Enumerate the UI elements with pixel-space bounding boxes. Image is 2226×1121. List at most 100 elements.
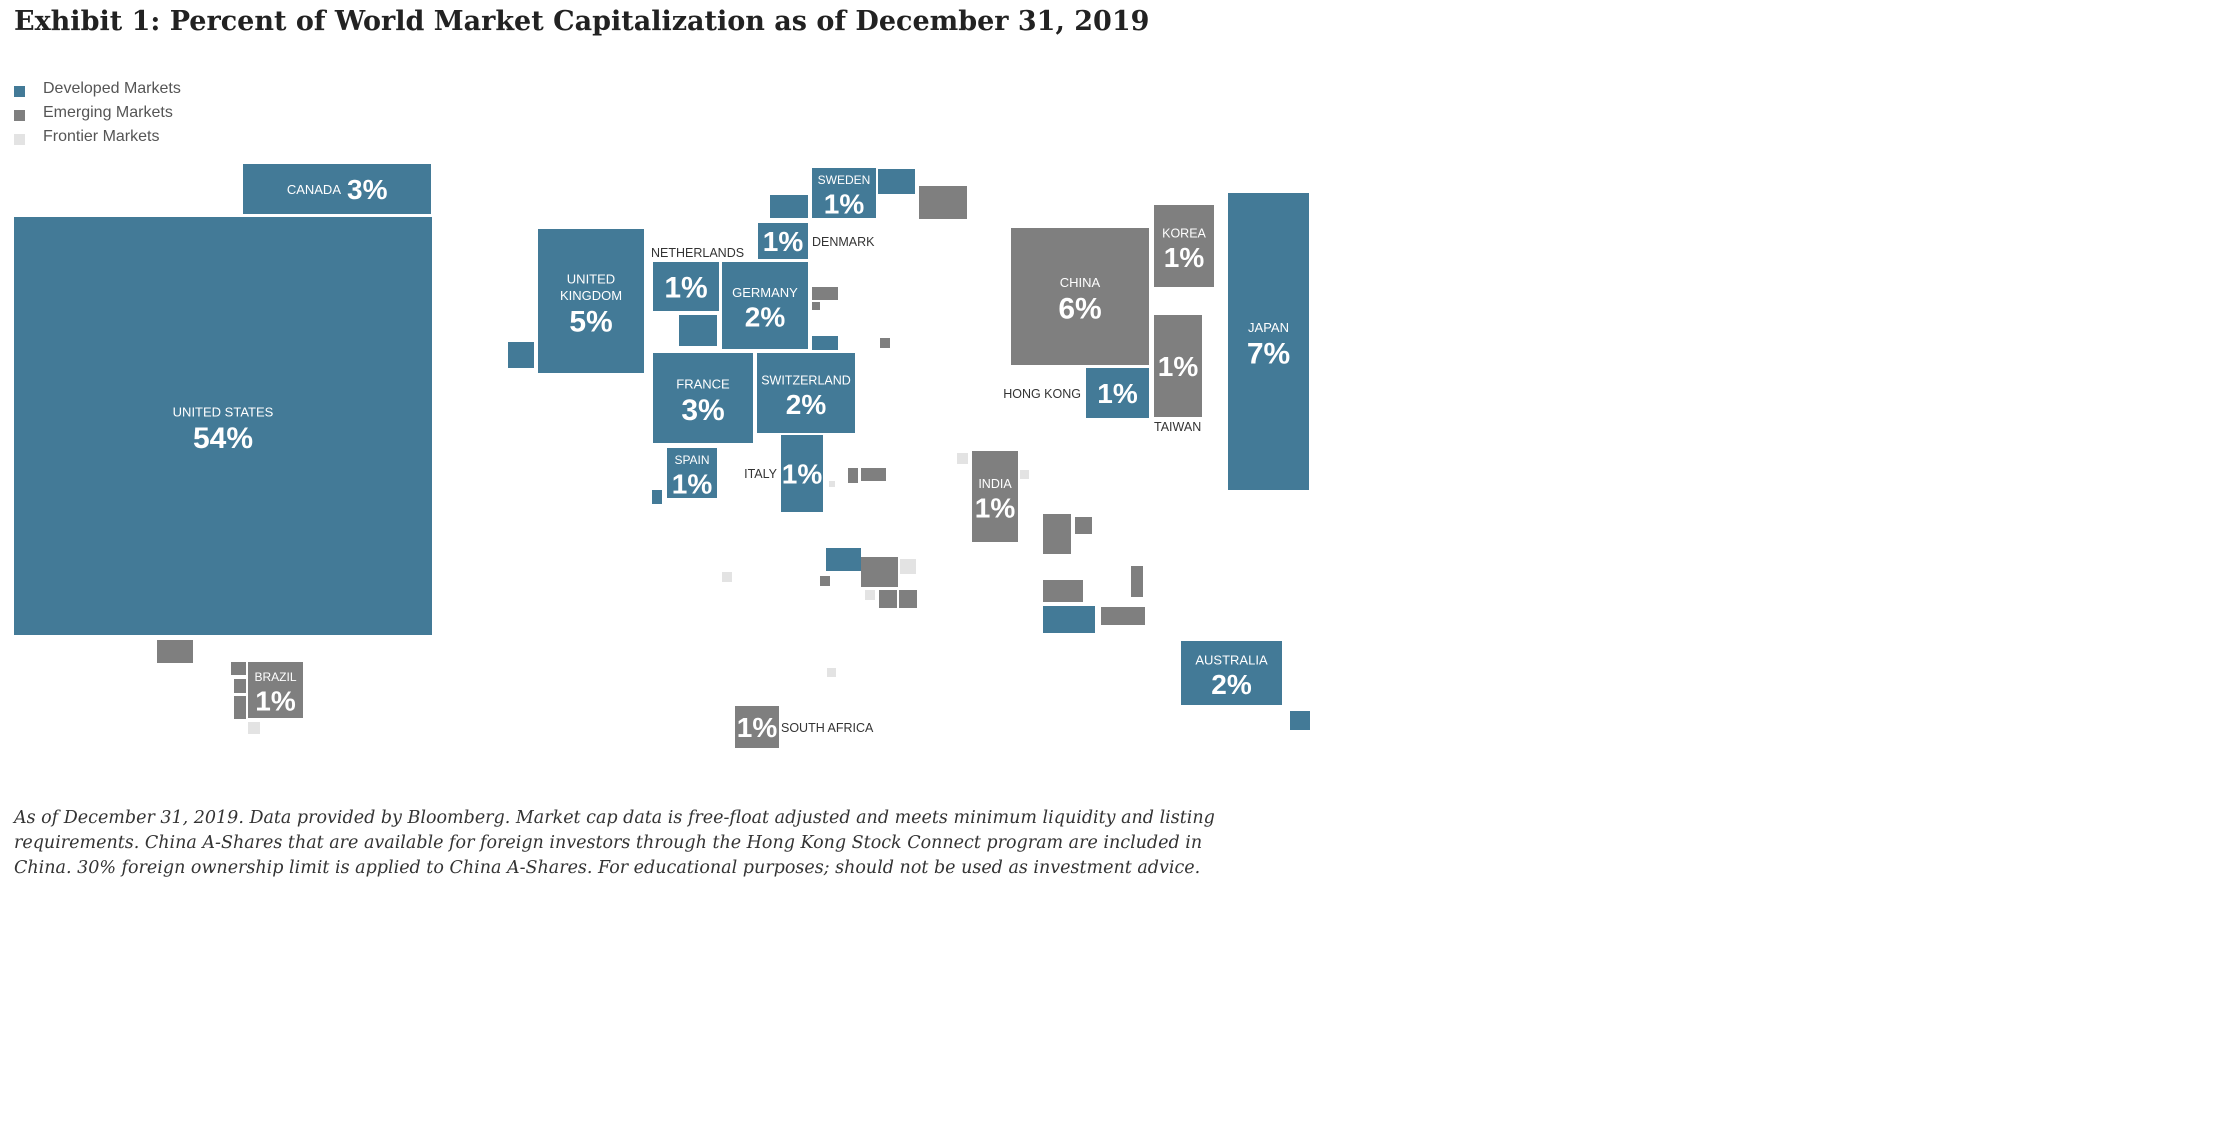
market-label-united-states: UNITED STATES <box>173 405 274 420</box>
market-value-switzerland: 2% <box>786 389 827 420</box>
market-tile-small-emerging <box>157 640 193 663</box>
market-tile-small-developed <box>1290 711 1310 730</box>
market-tile-small-emerging <box>879 590 897 608</box>
market-value-korea: 1% <box>1164 242 1205 273</box>
market-label-hong-kong: HONG KONG <box>1003 387 1081 401</box>
legend-label-developed: Developed Markets <box>43 80 181 97</box>
market-tile-small-emerging <box>1131 566 1143 597</box>
market-tile-small-frontier <box>865 590 875 600</box>
legend-label-emerging: Emerging Markets <box>43 104 173 121</box>
market-tile-small-emerging <box>1043 514 1071 554</box>
market-tile-india <box>972 451 1018 542</box>
market-tile-small-emerging <box>1075 517 1092 534</box>
market-value-taiwan: 1% <box>1158 351 1199 382</box>
market-tile-small-emerging <box>848 468 858 483</box>
market-label-germany: GERMANY <box>732 285 798 300</box>
market-tile-small-emerging <box>1043 580 1083 602</box>
market-tile-small-emerging <box>899 590 917 608</box>
market-tile-italy <box>781 435 823 512</box>
market-label-italy: ITALY <box>744 467 778 481</box>
market-value-united-kingdom: 5% <box>569 305 612 338</box>
market-value-united-states: 54% <box>193 422 253 455</box>
market-tile-small-developed <box>652 490 662 504</box>
market-label-brazil: BRAZIL <box>254 670 296 684</box>
market-label-denmark: DENMARK <box>812 235 875 249</box>
market-tile-small-frontier <box>1020 470 1029 479</box>
market-tile-sweden <box>812 168 876 218</box>
market-label-united-kingdom: UNITED <box>567 272 615 287</box>
market-value-sweden: 1% <box>824 189 865 220</box>
market-label-japan: JAPAN <box>1248 320 1289 335</box>
market-tile-switzerland <box>757 353 855 433</box>
market-tile-small-frontier <box>827 668 836 677</box>
market-tile-small-emerging <box>861 468 886 481</box>
market-tile-small-frontier <box>829 481 835 487</box>
market-tile-hong-kong <box>1086 368 1149 418</box>
market-tile-small-emerging <box>234 679 246 693</box>
market-tile-south-africa <box>735 706 779 748</box>
market-tile-small-developed <box>1043 606 1095 633</box>
market-value-china: 6% <box>1058 293 1101 326</box>
market-label-france: FRANCE <box>676 377 730 392</box>
market-tile-small-emerging <box>919 186 967 219</box>
market-tile-small-frontier <box>722 572 732 582</box>
market-tile-korea <box>1154 205 1214 287</box>
market-tile-small-frontier <box>957 453 968 464</box>
market-tile-japan <box>1228 193 1309 490</box>
market-tile-small-emerging <box>812 287 838 300</box>
market-tile-france <box>653 353 753 443</box>
market-value-south-africa: 1% <box>737 712 778 743</box>
market-value-italy: 1% <box>782 459 823 490</box>
market-value-france: 3% <box>681 394 724 427</box>
market-label-south-africa: SOUTH AFRICA <box>781 721 874 735</box>
market-label-spain: SPAIN <box>674 453 709 467</box>
market-tile-small-emerging <box>234 696 246 719</box>
market-value-india: 1% <box>975 492 1016 523</box>
market-value-japan: 7% <box>1247 338 1290 371</box>
footnote: As of December 31, 2019. Data provided b… <box>14 808 1215 878</box>
market-label-united-kingdom: KINGDOM <box>560 288 622 303</box>
market-tile-australia <box>1181 641 1282 705</box>
market-value-australia: 2% <box>1211 669 1252 700</box>
market-tile-brazil <box>248 662 303 718</box>
market-tile-united-states <box>14 217 432 635</box>
exhibit-title: Exhibit 1: Percent of World Market Capit… <box>14 6 1150 37</box>
market-tile-spain <box>667 448 717 498</box>
market-label-australia: AUSTRALIA <box>1195 653 1268 668</box>
market-tile-denmark <box>758 223 808 259</box>
market-tile-small-emerging <box>1101 607 1145 625</box>
market-tile-small-developed <box>508 342 534 368</box>
market-value-canada: 3% <box>347 174 388 205</box>
legend-swatch-emerging <box>14 110 25 121</box>
market-label-canada: CANADA <box>287 182 342 197</box>
market-tile-small-emerging <box>820 576 830 586</box>
market-label-netherlands: NETHERLANDS <box>651 246 744 260</box>
market-tile-canada <box>243 164 431 214</box>
market-label-taiwan: TAIWAN <box>1154 420 1201 434</box>
market-label-switzerland: SWITZERLAND <box>761 373 851 387</box>
market-value-brazil: 1% <box>255 686 296 717</box>
market-tile-small-developed <box>812 336 838 350</box>
market-tile-china <box>1011 228 1149 365</box>
legend-label-frontier: Frontier Markets <box>43 128 160 145</box>
market-tile-small-developed <box>826 548 861 571</box>
market-label-china: CHINA <box>1060 275 1101 290</box>
market-tile-small-frontier <box>248 722 260 734</box>
market-tile-germany <box>722 262 808 349</box>
market-tile-small-developed <box>878 169 915 194</box>
market-tile-small-developed <box>770 195 808 218</box>
market-tile-small-emerging <box>812 302 820 310</box>
market-label-sweden: SWEDEN <box>818 173 871 187</box>
market-tile-taiwan <box>1154 315 1202 417</box>
market-tile-netherlands <box>653 262 719 311</box>
market-value-netherlands: 1% <box>664 271 707 304</box>
market-value-germany: 2% <box>745 301 786 332</box>
market-tile-small-emerging <box>231 662 246 675</box>
market-tile-small-frontier <box>900 559 916 574</box>
market-tile-united-kingdom <box>538 229 644 373</box>
market-tile-small-developed <box>679 315 717 346</box>
market-value-spain: 1% <box>672 469 713 500</box>
market-label-korea: KOREA <box>1162 226 1206 240</box>
